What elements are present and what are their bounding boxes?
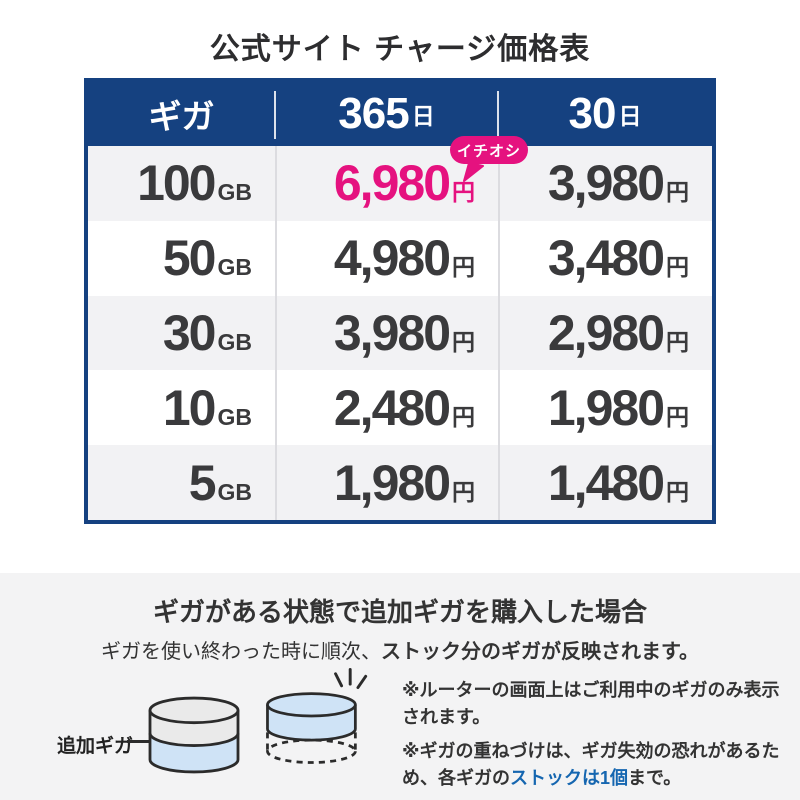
- header-30-unit: 日: [618, 103, 642, 129]
- table-row: 30 GB 3,980 円 2,980 円: [88, 295, 712, 371]
- header-365-unit: 日: [411, 103, 435, 129]
- table-row: 50 GB 4,980 円 3,480 円: [88, 220, 712, 296]
- note-router-display: ※ルーターの画面上はご利用中のギガのみ表示されます。: [402, 680, 780, 727]
- table-row: 100 GB 6,980 円 3,980 円: [88, 146, 712, 221]
- notes: ※ルーターの画面上はご利用中のギガのみ表示されます。 ※ギガの重ねづけは、ギガ失…: [402, 677, 784, 799]
- price-365: 4,980 円: [333, 230, 475, 287]
- price-30: 1,980 円: [547, 379, 689, 436]
- header-365days: 365 日: [274, 82, 498, 146]
- label-pointer-line: [127, 740, 161, 743]
- subtext-bold: ストック分のギガが反映されます。: [381, 641, 699, 663]
- sparkle-icon: [334, 667, 368, 690]
- added-giga-label: 追加ギガ: [57, 736, 134, 757]
- price-30: 3,980 円: [547, 155, 689, 212]
- header-giga-label: ギガ: [148, 98, 215, 135]
- price-365-highlighted: 6,980 円: [333, 155, 475, 212]
- section-heading: ギガがある状態で追加ギガを購入した場合: [152, 597, 647, 627]
- price-365: 2,480 円: [333, 379, 475, 436]
- header-giga: ギガ: [88, 82, 275, 146]
- subtext-regular: ギガを使い終わった時に順次、: [101, 641, 381, 663]
- header-30-num: 30: [568, 89, 617, 138]
- table-row: 10 GB 2,480 円 1,980 円: [88, 370, 712, 446]
- price-30: 2,980 円: [547, 304, 689, 361]
- giga-value: 50 GB: [162, 230, 252, 287]
- recommended-badge-label: イチオシ: [456, 142, 521, 160]
- consumed-giga-cylinder-illustration: [266, 667, 368, 764]
- price-30: 1,480 円: [547, 454, 689, 511]
- price-365: 1,980 円: [333, 454, 475, 511]
- giga-value: 5 GB: [188, 454, 252, 511]
- page-title: 公式サイト チャージ価格表: [209, 33, 591, 66]
- table-row: 5 GB 1,980 円 1,480 円: [88, 445, 712, 520]
- giga-value: 10 GB: [162, 379, 252, 436]
- giga-value: 30 GB: [162, 304, 252, 361]
- recommended-badge: イチオシ: [450, 136, 528, 164]
- section-subtext: ギガを使い終わった時に順次、ストック分のギガが反映されます。: [0, 635, 800, 664]
- stock-limit-highlight: ストックは1個: [510, 768, 629, 788]
- price-table: ギガ 365 日 30 日 100 GB 6,980 円 3,980 円 50 GB 4…: [84, 78, 716, 524]
- giga-value: 100 GB: [137, 155, 252, 212]
- stacked-giga-cylinder-illustration: [148, 696, 240, 774]
- price-30: 3,480 円: [547, 230, 689, 287]
- table-header-row: ギガ 365 日 30 日: [88, 82, 712, 146]
- price-365: 3,980 円: [333, 304, 475, 361]
- stock-explanation-section: ギガがある状態で追加ギガを購入した場合 ギガを使い終わった時に順次、ストック分の…: [0, 573, 800, 800]
- header-365-num: 365: [338, 89, 409, 138]
- badge-tail-icon: [463, 162, 484, 182]
- note-stock-limit: ※ギガの重ねづけは、ギガ失効の恐れがあるため、各ギガのストックは1個まで。: [402, 741, 780, 788]
- header-30days: 30 日: [497, 82, 712, 146]
